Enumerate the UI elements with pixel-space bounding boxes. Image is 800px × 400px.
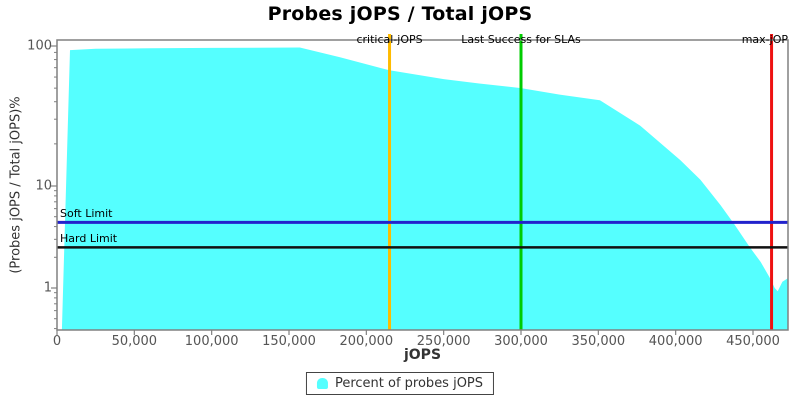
legend: Percent of probes jOPS [305, 372, 495, 395]
x-tick-label: 350,000 [571, 334, 626, 349]
area-series-swatch-icon [316, 378, 328, 389]
max-jops-label: max-jOP [741, 33, 788, 46]
y-tick-label: 100 [27, 38, 52, 54]
hard-limit-label: Hard Limit [60, 232, 118, 246]
x-tick-label: 0 [52, 334, 62, 349]
plot-border [56, 39, 789, 331]
soft-limit-label: Soft Limit [60, 207, 113, 221]
chart-title: Probes jOPS / Total jOPS [267, 3, 533, 25]
x-tick-label: 100,000 [184, 334, 239, 349]
legend-label: Percent of probes jOPS [334, 376, 484, 391]
x-tick-label: 300,000 [494, 334, 548, 349]
x-tick-label: 50,000 [111, 334, 158, 349]
x-tick-label: 250,000 [416, 334, 471, 349]
x-tick-label: 150,000 [262, 334, 316, 349]
last-success-slas-label: Last Success for SLAs [461, 33, 581, 46]
x-axis-label: jOPS [403, 347, 442, 363]
y-tick-label: 1 [43, 280, 52, 296]
probes-area-series [61, 47, 788, 330]
x-tick-label: 400,000 [648, 334, 703, 349]
x-tick-label: 200,000 [339, 334, 394, 349]
x-tick-label: 450,000 [726, 334, 780, 349]
y-tick-label: 10 [35, 178, 52, 194]
critical-jops-label: critical-jOPS [356, 33, 423, 46]
y-axis-label: (Probes jOPS / Total jOPS)% [8, 96, 24, 274]
